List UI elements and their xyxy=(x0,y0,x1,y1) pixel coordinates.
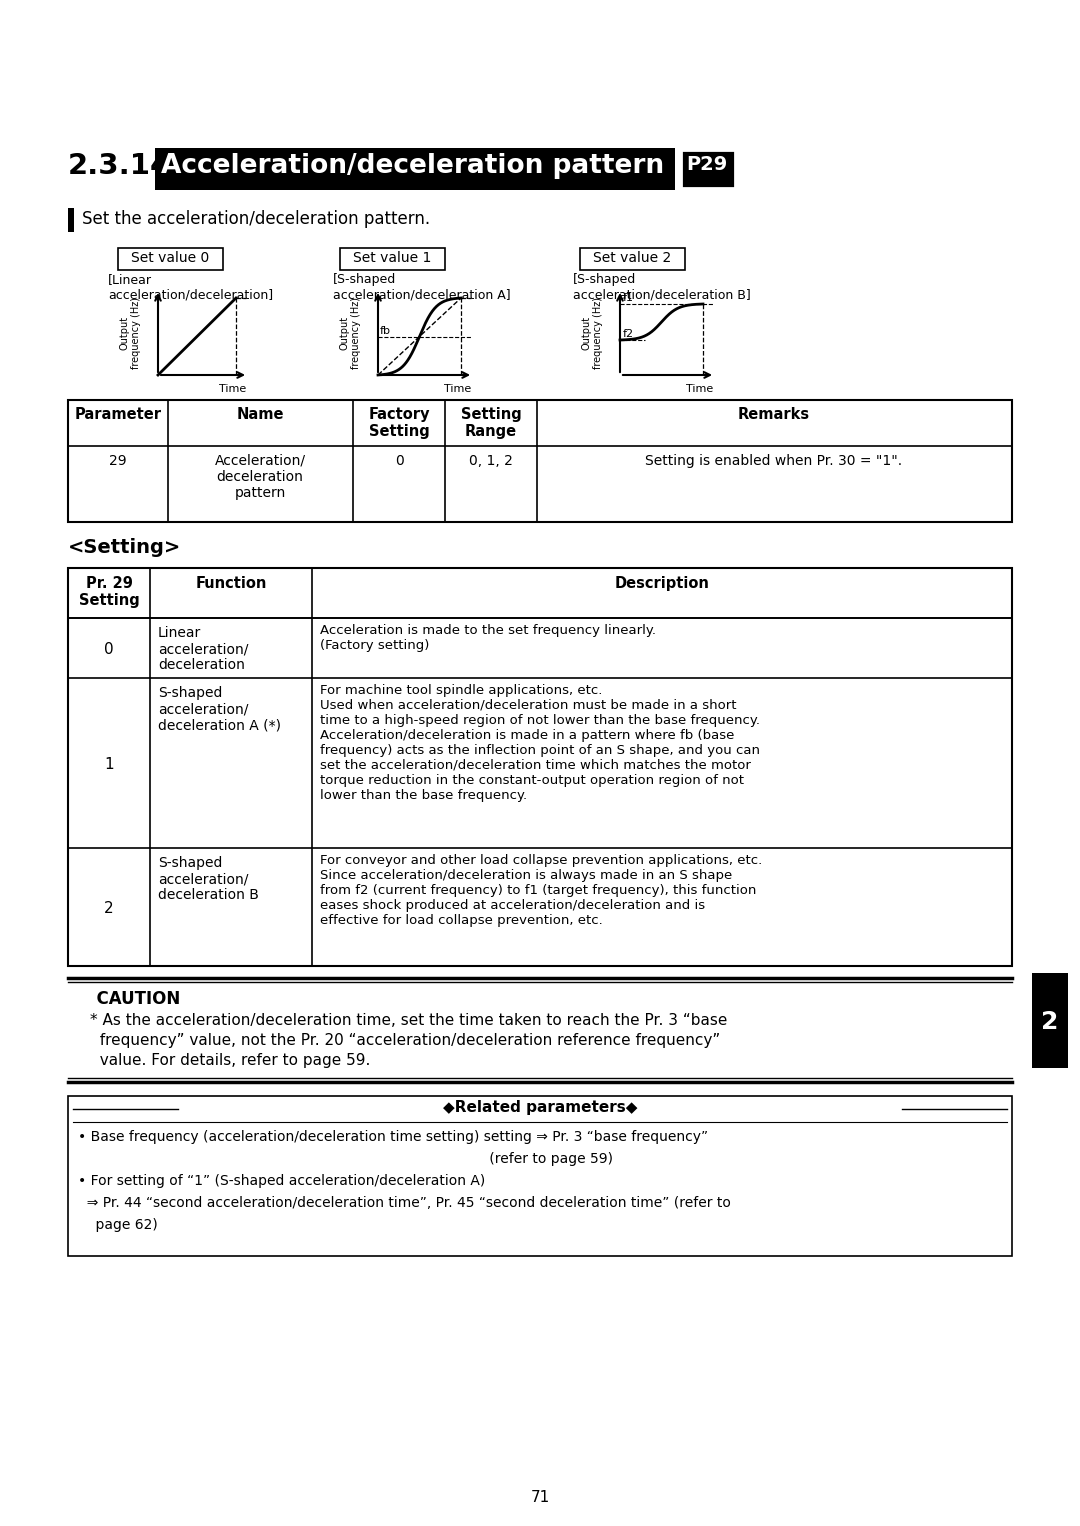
Bar xyxy=(68,400,1012,522)
Text: For conveyor and other load collapse prevention applications, etc.
Since acceler: For conveyor and other load collapse pre… xyxy=(320,855,762,926)
Text: 2.3.14: 2.3.14 xyxy=(68,153,172,180)
Text: CAUTION: CAUTION xyxy=(85,990,192,1009)
Text: Output
frequency (Hz): Output frequency (Hz) xyxy=(339,298,361,369)
Text: fb: fb xyxy=(380,327,391,336)
Bar xyxy=(156,148,675,191)
Text: * As the acceleration/deceleration time, set the time taken to reach the Pr. 3 “: * As the acceleration/deceleration time,… xyxy=(90,1013,727,1029)
Text: Setting
Range: Setting Range xyxy=(461,407,522,439)
Text: Factory
Setting: Factory Setting xyxy=(368,407,430,439)
Text: [S-shaped
acceleration/deceleration B]: [S-shaped acceleration/deceleration B] xyxy=(573,273,751,301)
Text: 1: 1 xyxy=(104,757,113,772)
Text: 71: 71 xyxy=(530,1489,550,1505)
Text: 2: 2 xyxy=(104,900,113,916)
Text: Set value 0: Set value 0 xyxy=(131,250,210,266)
Bar xyxy=(1032,974,1068,1068)
Bar xyxy=(68,1096,1012,1256)
Text: Output
frequency (Hz): Output frequency (Hz) xyxy=(119,298,140,369)
Text: Setting is enabled when Pr. 30 = "1".: Setting is enabled when Pr. 30 = "1". xyxy=(646,455,903,468)
Text: • For setting of “1” (S-shaped acceleration/deceleration A): • For setting of “1” (S-shaped accelerat… xyxy=(78,1173,485,1189)
Text: Remarks: Remarks xyxy=(738,407,810,423)
Text: S-shaped
acceleration/
deceleration A (*): S-shaped acceleration/ deceleration A (*… xyxy=(158,687,281,732)
Bar xyxy=(340,249,445,270)
Text: (refer to page 59): (refer to page 59) xyxy=(78,1152,613,1166)
Text: For machine tool spindle applications, etc.
Used when acceleration/deceleration : For machine tool spindle applications, e… xyxy=(320,684,760,803)
Text: <Setting>: <Setting> xyxy=(68,539,181,557)
Text: [Linear
acceleration/deceleration]: [Linear acceleration/deceleration] xyxy=(108,273,273,301)
Text: Set the acceleration/deceleration pattern.: Set the acceleration/deceleration patter… xyxy=(82,211,430,227)
Text: Acceleration/deceleration pattern: Acceleration/deceleration pattern xyxy=(161,153,664,179)
Text: [S-shaped
acceleration/deceleration A]: [S-shaped acceleration/deceleration A] xyxy=(333,273,511,301)
Text: ⇒ Pr. 44 “second acceleration/deceleration time”, Pr. 45 “second deceleration ti: ⇒ Pr. 44 “second acceleration/decelerati… xyxy=(78,1196,731,1210)
Text: frequency” value, not the Pr. 20 “acceleration/deceleration reference frequency”: frequency” value, not the Pr. 20 “accele… xyxy=(90,1033,720,1048)
Text: Time: Time xyxy=(686,385,713,394)
Text: f1: f1 xyxy=(623,293,634,304)
Text: Function: Function xyxy=(195,575,267,591)
Text: • Base frequency (acceleration/deceleration time setting) setting ⇒ Pr. 3 “base : • Base frequency (acceleration/decelerat… xyxy=(78,1129,708,1144)
Text: Linear
acceleration/
deceleration: Linear acceleration/ deceleration xyxy=(158,626,248,673)
Text: ◆Related parameters◆: ◆Related parameters◆ xyxy=(443,1100,637,1116)
Text: Name: Name xyxy=(237,407,284,423)
Text: Description: Description xyxy=(615,575,710,591)
Text: Time: Time xyxy=(219,385,246,394)
Text: Time: Time xyxy=(444,385,471,394)
Bar xyxy=(118,249,222,270)
Bar xyxy=(681,150,735,188)
Text: f2: f2 xyxy=(623,330,634,339)
Text: Parameter: Parameter xyxy=(75,407,162,423)
Text: P29: P29 xyxy=(686,156,727,174)
Text: page 62): page 62) xyxy=(78,1218,158,1231)
Text: 0: 0 xyxy=(104,642,113,658)
Text: S-shaped
acceleration/
deceleration B: S-shaped acceleration/ deceleration B xyxy=(158,856,259,902)
Bar xyxy=(68,568,1012,966)
Text: 0, 1, 2: 0, 1, 2 xyxy=(469,455,513,468)
Text: 29: 29 xyxy=(109,455,126,468)
Text: value. For details, refer to page 59.: value. For details, refer to page 59. xyxy=(90,1053,370,1068)
Text: Set value 2: Set value 2 xyxy=(593,250,671,266)
Bar xyxy=(580,249,685,270)
Text: Pr. 29
Setting: Pr. 29 Setting xyxy=(79,575,139,609)
Text: Acceleration/
deceleration
pattern: Acceleration/ deceleration pattern xyxy=(215,455,306,501)
Bar xyxy=(68,208,75,232)
Text: 2: 2 xyxy=(1041,1010,1058,1035)
Text: Output
frequency (Hz): Output frequency (Hz) xyxy=(581,298,603,369)
Text: Set value 1: Set value 1 xyxy=(353,250,431,266)
Text: Acceleration is made to the set frequency linearly.
(Factory setting): Acceleration is made to the set frequenc… xyxy=(320,624,656,652)
Text: 0: 0 xyxy=(394,455,403,468)
